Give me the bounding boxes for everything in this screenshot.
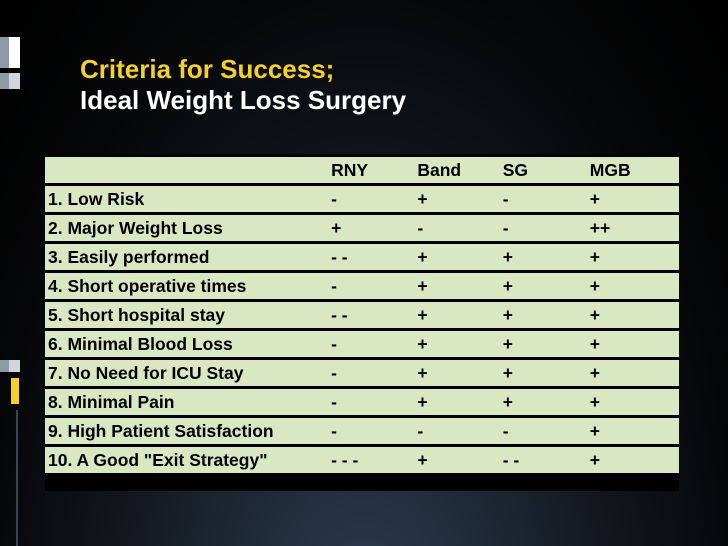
table-row: 3. Easily performed - - + + + xyxy=(45,244,679,270)
decor-square-small xyxy=(9,360,20,372)
table-cell: - xyxy=(499,186,587,212)
table-cell: + xyxy=(586,244,679,270)
table-cell: + xyxy=(586,447,679,473)
table-cell: + xyxy=(328,215,415,241)
table-cell: + xyxy=(586,302,679,328)
decor-square-bar xyxy=(9,37,20,68)
decor-line xyxy=(16,410,18,546)
title-line-1: Criteria for Success; xyxy=(80,54,335,84)
table-cell: 10. A Good "Exit Strategy" xyxy=(45,447,329,473)
table-row: 2. Major Weight Loss + - - ++ xyxy=(45,215,679,241)
table-row: 6. Minimal Blood Loss - + + + xyxy=(45,331,679,357)
decor-square-small xyxy=(9,73,20,89)
slide-title: Criteria for Success; Ideal Weight Loss … xyxy=(80,54,406,116)
table-cell: - - xyxy=(328,302,415,328)
table-cell: - xyxy=(328,273,415,299)
table-header-cell: RNY xyxy=(328,157,415,183)
decor-square-large xyxy=(0,37,9,68)
table-cell: + xyxy=(414,447,500,473)
table-row: 5. Short hospital stay - - + + + xyxy=(45,302,679,328)
table-cell: + xyxy=(586,389,679,415)
table-row: 10. A Good "Exit Strategy" - - - + - - + xyxy=(45,447,679,473)
table-cell: 3. Easily performed xyxy=(45,244,329,270)
table-cell: - xyxy=(328,389,415,415)
table-cell: - - xyxy=(499,447,587,473)
table-cell: 2. Major Weight Loss xyxy=(45,215,329,241)
table-cell: + xyxy=(414,360,500,386)
table-cell: + xyxy=(499,389,587,415)
table-cell: - xyxy=(328,331,415,357)
table-cell: + xyxy=(586,273,679,299)
table-cell: - xyxy=(414,215,500,241)
table-cell: + xyxy=(586,418,679,444)
table-cell: 8. Minimal Pain xyxy=(45,389,329,415)
table-row: 8. Minimal Pain - + + + xyxy=(45,389,679,415)
decor-square-small xyxy=(0,73,9,89)
table-cell: + xyxy=(499,360,587,386)
table-cell: + xyxy=(499,302,587,328)
table-header-cell: Band xyxy=(414,157,500,183)
table-cell: - xyxy=(328,186,415,212)
table-header-cell: SG xyxy=(499,157,587,183)
table-cell: + xyxy=(586,186,679,212)
table-cell: 6. Minimal Blood Loss xyxy=(45,331,329,357)
table-row: 9. High Patient Satisfaction - - - + xyxy=(45,418,679,444)
table-cell: + xyxy=(414,244,500,270)
table-cell: 5. Short hospital stay xyxy=(45,302,329,328)
table-row: 1. Low Risk - + - + xyxy=(45,186,679,212)
table-header-cell xyxy=(45,157,329,183)
table-cell: + xyxy=(414,186,500,212)
table-cell: ++ xyxy=(586,215,679,241)
table-cell: - xyxy=(414,418,500,444)
table-cell: - - xyxy=(328,244,415,270)
table-cell: + xyxy=(414,302,500,328)
table-cell: 7. No Need for ICU Stay xyxy=(45,360,329,386)
table-cell: + xyxy=(499,273,587,299)
decor-square-small xyxy=(11,378,19,404)
table-cell: + xyxy=(586,331,679,357)
table-cell: + xyxy=(414,273,500,299)
table-cell: - xyxy=(499,215,587,241)
title-line-2: Ideal Weight Loss Surgery xyxy=(80,85,407,115)
table-cell: - - - xyxy=(328,447,415,473)
table-row: 7. No Need for ICU Stay - + + + xyxy=(45,360,679,386)
table-cell: + xyxy=(499,331,587,357)
table-cell: 1. Low Risk xyxy=(45,186,329,212)
table-cell: + xyxy=(586,360,679,386)
table-cell: 4. Short operative times xyxy=(45,273,329,299)
table-cell: - xyxy=(328,360,415,386)
table-cell: - xyxy=(499,418,587,444)
table-cell: + xyxy=(499,244,587,270)
table-header-cell: MGB xyxy=(586,157,679,183)
table-cell: + xyxy=(414,389,500,415)
table-cell: + xyxy=(414,331,500,357)
table-cell: 9. High Patient Satisfaction xyxy=(45,418,329,444)
criteria-table: RNY Band SG MGB 1. Low Risk - + - + 2. M… xyxy=(45,154,679,491)
table-cell: - xyxy=(328,418,415,444)
table-row: 4. Short operative times - + + + xyxy=(45,273,679,299)
table-header-row: RNY Band SG MGB xyxy=(45,157,679,183)
decor-square-small xyxy=(0,360,9,372)
